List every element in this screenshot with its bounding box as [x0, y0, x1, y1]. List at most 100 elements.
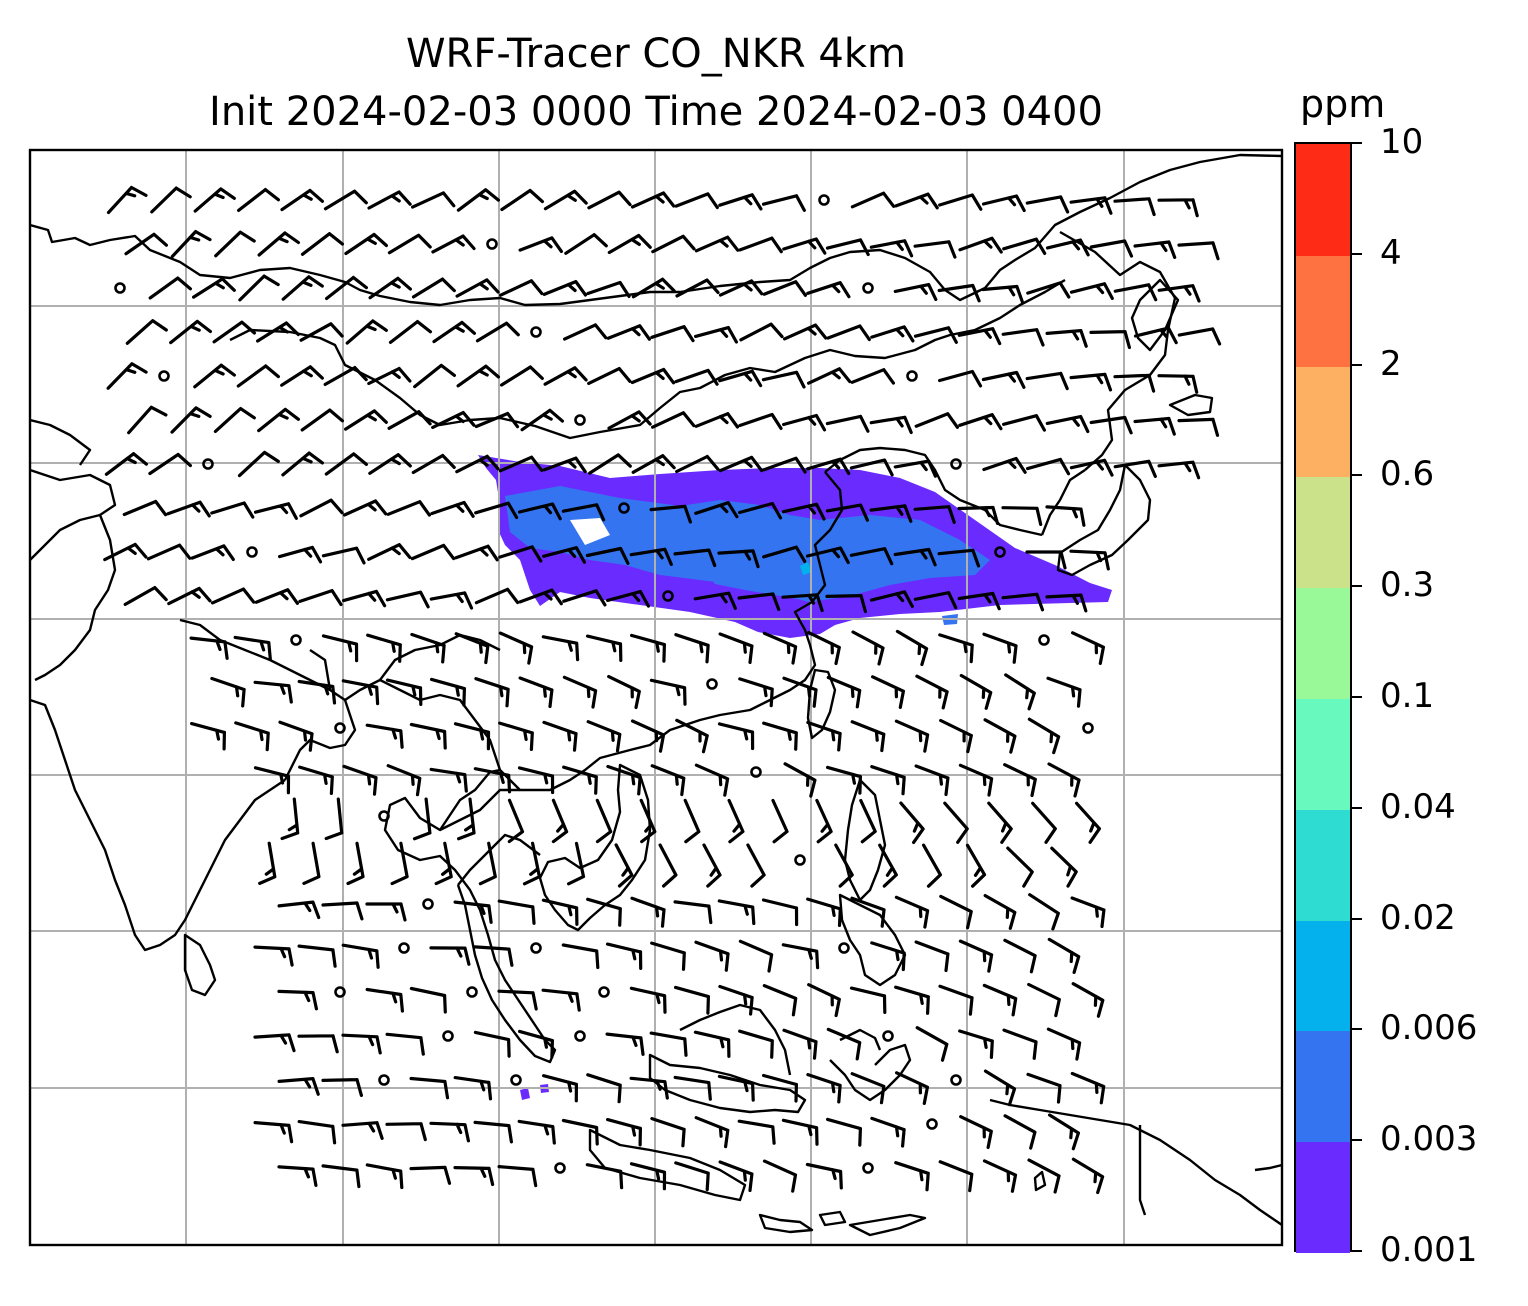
wind-barb	[825, 594, 867, 614]
wind-barb	[595, 798, 613, 844]
wind-barb	[541, 898, 579, 926]
wind-barb	[385, 1032, 425, 1056]
wind-barb	[409, 1076, 450, 1100]
wind-barb	[718, 193, 763, 211]
wind-barb	[958, 413, 1003, 431]
wind-barb	[430, 500, 475, 518]
wind-barb	[1028, 893, 1060, 931]
wind-barb	[167, 586, 212, 606]
wind-barb	[236, 364, 280, 388]
wind-barb	[497, 899, 536, 925]
wind-barb	[675, 278, 720, 298]
wind-barb	[825, 503, 869, 522]
calm-marker	[334, 722, 346, 734]
wind-barb	[694, 501, 739, 519]
wind-barb	[762, 280, 807, 297]
calm-marker	[466, 986, 478, 998]
calm-marker	[862, 282, 874, 294]
wind-barb	[520, 408, 564, 432]
wind-barb	[631, 277, 676, 299]
wind-barb	[368, 453, 412, 475]
wind-barb	[1069, 549, 1110, 571]
wind-barb	[277, 900, 321, 920]
colorbar-segment	[1296, 698, 1350, 810]
wind-barb	[1177, 417, 1220, 437]
wind-barb	[629, 547, 673, 566]
wind-barb	[321, 546, 366, 565]
wind-barb	[210, 587, 256, 605]
wind-barb	[561, 1118, 599, 1146]
calm-marker	[994, 546, 1006, 558]
wind-barb	[826, 675, 862, 709]
wind-barb	[411, 277, 456, 299]
wind-barb	[899, 801, 925, 844]
coastline	[1254, 1163, 1282, 1172]
wind-barb	[694, 326, 738, 344]
wind-barb	[674, 633, 710, 664]
wind-barb	[957, 327, 1002, 346]
wind-barb	[913, 326, 958, 344]
wind-barb	[650, 1117, 686, 1148]
wind-barb	[409, 1165, 452, 1185]
wind-barb	[805, 546, 850, 565]
wind-barb	[562, 675, 598, 709]
colorbar-tick-label: 0.6	[1380, 454, 1435, 495]
wind-barb	[870, 765, 906, 796]
calm-marker	[574, 414, 586, 426]
wind-barb	[298, 765, 334, 795]
wind-barb	[367, 366, 412, 386]
wind-barb	[543, 189, 588, 211]
wind-barb	[280, 188, 324, 212]
wind-barb	[674, 368, 719, 386]
wind-barb	[694, 235, 740, 253]
wind-barb	[1026, 457, 1071, 476]
wind-barb	[805, 1162, 843, 1190]
colorbar-segment	[1296, 1141, 1350, 1253]
wind-barb	[807, 631, 841, 666]
wind-barb	[849, 458, 894, 477]
wind-barb	[474, 677, 510, 708]
wind-barb	[913, 591, 958, 610]
wind-barb	[1003, 938, 1037, 974]
wind-barb	[1047, 762, 1081, 798]
wind-barb	[605, 1032, 645, 1056]
wind-barb	[702, 843, 722, 888]
wind-barb	[518, 236, 563, 253]
wind-barb	[500, 188, 544, 212]
wind-barb	[499, 279, 544, 297]
coastline	[843, 778, 887, 902]
wind-barb	[344, 409, 388, 431]
wind-barb	[453, 722, 491, 751]
calm-markers	[114, 194, 1094, 1174]
wind-barb	[761, 194, 806, 212]
wind-barb	[639, 798, 657, 844]
wind-barb	[541, 988, 581, 1012]
wind-barb	[411, 191, 456, 209]
colorbar-tick-label: 0.1	[1380, 676, 1435, 716]
wind-barb	[1006, 846, 1034, 888]
wind-barb	[1157, 460, 1201, 480]
wind-barb	[673, 900, 713, 925]
wind-barb	[453, 1166, 495, 1187]
wind-barb	[365, 723, 404, 749]
wind-barb	[190, 722, 226, 751]
wind-barb	[541, 635, 580, 662]
wind-barb	[938, 369, 983, 388]
wind-barb	[1026, 1072, 1062, 1104]
wind-barb	[781, 593, 824, 613]
wind-barb	[895, 1071, 929, 1105]
wind-barb	[1004, 673, 1036, 711]
wind-barb	[498, 455, 544, 473]
wind-barb	[323, 189, 368, 211]
wind-barb	[169, 319, 212, 345]
wind-barb	[738, 412, 783, 430]
wind-barb	[1113, 197, 1156, 217]
wind-barb	[673, 1075, 712, 1101]
coastline	[829, 1043, 912, 1102]
wind-barb	[1071, 982, 1105, 1018]
wind-barb	[631, 454, 676, 474]
wind-barb	[738, 939, 774, 973]
wind-barb	[277, 989, 318, 1011]
wind-barb	[551, 798, 569, 844]
coastline	[183, 933, 217, 997]
